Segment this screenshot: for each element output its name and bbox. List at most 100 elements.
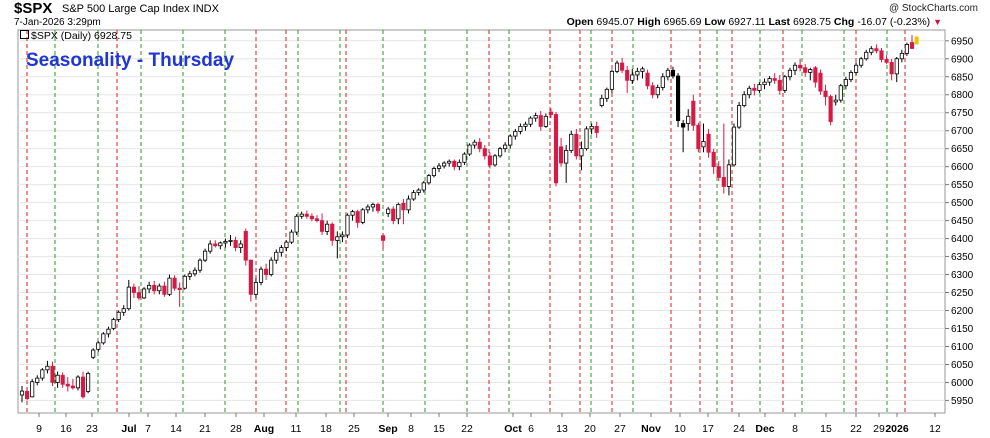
candle-body — [726, 164, 731, 187]
candle-body — [203, 250, 208, 261]
series-legend: $SPX (Daily) 6928.75 — [20, 30, 132, 42]
candle-body — [675, 75, 681, 122]
candle-body — [101, 333, 106, 344]
candle-body — [853, 64, 859, 73]
chg-label: Chg -16.07 (-0.23%) — [833, 16, 931, 28]
x-tick-label: Dec — [755, 423, 774, 435]
candle-body — [818, 72, 823, 92]
chart-datetime: 7-Jan-2026 3:29pm — [14, 17, 101, 28]
candle-body — [625, 69, 630, 81]
candle-body — [701, 141, 706, 148]
chart-title: Seasonality - Thursday — [26, 50, 235, 71]
x-tick-label: 10 — [674, 423, 686, 435]
x-tick-label: 2026 — [885, 423, 909, 435]
candle-body — [569, 133, 574, 151]
candle-body — [80, 376, 86, 398]
candle-body — [253, 282, 259, 295]
ticker-symbol: $SPX — [14, 0, 53, 17]
candle-body — [604, 88, 609, 99]
candle-body — [309, 215, 314, 220]
candle-body — [442, 162, 447, 167]
candle-body — [197, 259, 203, 271]
stockcharts-credit: @ StockCharts.com — [888, 3, 978, 14]
y-tick-label: 6400 — [951, 234, 974, 245]
candle-body — [386, 208, 391, 214]
candle-body — [762, 81, 767, 86]
candle-body — [548, 111, 553, 115]
candle-body — [355, 211, 360, 223]
candle-body — [243, 230, 248, 261]
candle-body — [360, 209, 365, 223]
candle-body — [884, 59, 889, 63]
candle-body — [426, 175, 431, 184]
y-tick-label: 6200 — [951, 306, 974, 317]
candle-body — [747, 87, 752, 96]
candle-body — [30, 381, 35, 398]
low-label: Low 6927.11 — [704, 16, 766, 28]
candle-body — [630, 74, 635, 81]
high-label: High 6965.69 — [637, 16, 702, 28]
candle-body — [274, 251, 279, 261]
y-tick-label: 6950 — [951, 36, 974, 47]
candle-body — [843, 79, 848, 87]
x-tick-label: 8 — [408, 423, 414, 435]
candle-body — [131, 286, 136, 293]
candle-body — [411, 192, 416, 200]
candle-body — [798, 64, 803, 69]
y-tick-label: 6550 — [951, 180, 974, 191]
y-tick-label: 6150 — [951, 324, 974, 335]
x-tick-label: 12 — [929, 423, 941, 435]
y-tick-label: 6650 — [951, 144, 974, 155]
candle-body — [213, 243, 218, 247]
candle-body — [228, 239, 233, 242]
candle-swatch-icon — [20, 30, 29, 39]
candle-body — [126, 286, 131, 310]
candle-body — [319, 220, 325, 232]
candle-body — [340, 234, 345, 238]
candle-body — [553, 114, 559, 184]
candle-body — [782, 76, 787, 91]
x-tick-label: 27 — [614, 423, 626, 435]
y-tick-label: 6750 — [951, 108, 974, 119]
candle-body — [208, 243, 213, 252]
candle-body — [136, 292, 142, 299]
x-tick-label: Oct — [504, 423, 522, 435]
candle-body — [497, 148, 503, 157]
candle-body — [152, 284, 157, 292]
candle-body — [447, 160, 452, 164]
candle-body — [375, 204, 381, 211]
candle-body — [314, 218, 320, 222]
candle-body — [177, 287, 182, 291]
candle-body — [681, 123, 686, 128]
candle-body — [19, 390, 25, 396]
x-tick-label: 25 — [348, 423, 360, 435]
x-tick-label: 29 — [873, 423, 885, 435]
candle-body — [599, 97, 604, 106]
candle-body — [696, 124, 701, 150]
candle-body — [711, 151, 716, 168]
candle-body — [431, 168, 437, 177]
candle-body — [421, 182, 426, 191]
candle-body — [864, 51, 869, 60]
candle-body — [172, 277, 177, 289]
candle-body — [182, 275, 187, 289]
ohlc-readout: Open 6945.07 High 6965.69 Low 6927.11 La… — [567, 16, 942, 28]
candle-body — [492, 155, 498, 166]
y-tick-label: 6000 — [951, 378, 974, 389]
candle-body — [787, 69, 793, 78]
candle-body — [731, 126, 737, 166]
candle-body — [691, 100, 696, 126]
candle-body — [777, 79, 782, 91]
candle-body — [269, 259, 274, 275]
x-tick-label: 15 — [433, 423, 445, 435]
candle-body — [543, 115, 548, 127]
candle-body — [538, 115, 543, 127]
candle-body — [304, 213, 309, 217]
y-tick-label: 6050 — [951, 360, 974, 371]
candle-body — [614, 62, 620, 72]
candle-body — [650, 85, 655, 96]
x-tick-label: Aug — [254, 423, 274, 435]
candle-body — [828, 96, 833, 123]
candle-body — [752, 87, 757, 91]
candle-body — [584, 128, 589, 150]
